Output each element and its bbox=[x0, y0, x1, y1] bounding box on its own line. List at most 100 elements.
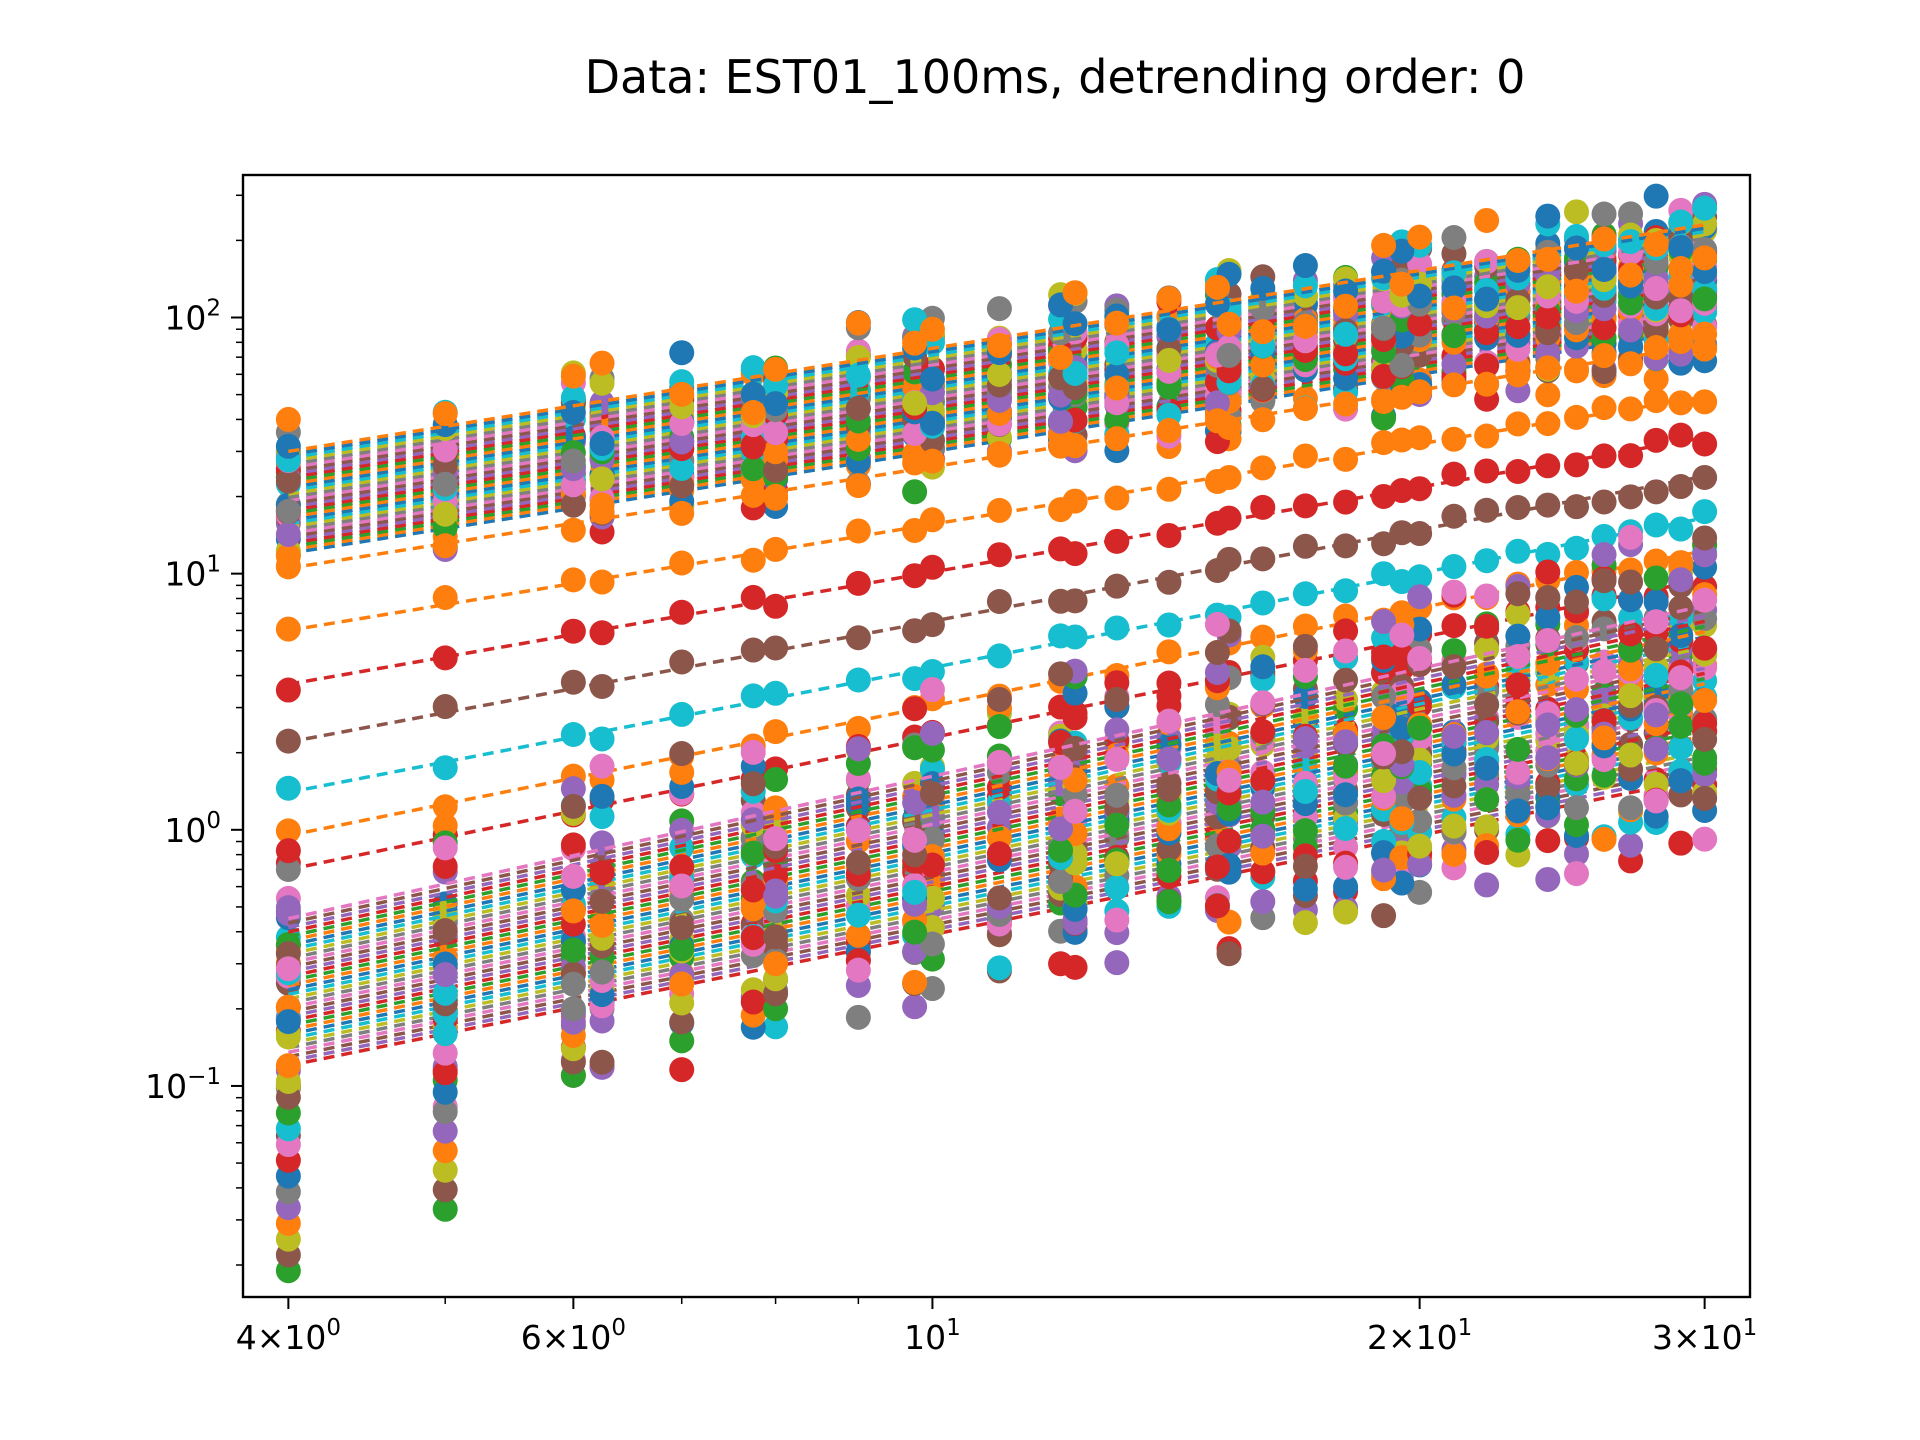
data-point bbox=[1333, 533, 1359, 559]
data-point bbox=[1591, 586, 1617, 612]
data-point bbox=[432, 962, 458, 988]
data-point bbox=[275, 895, 301, 921]
data-point bbox=[1333, 446, 1359, 472]
data-point bbox=[1441, 323, 1467, 349]
data-point bbox=[1371, 430, 1397, 456]
data-point bbox=[1535, 355, 1561, 381]
data-point bbox=[1505, 581, 1531, 607]
data-point bbox=[1407, 224, 1433, 250]
data-point bbox=[432, 1021, 458, 1047]
y-tick-label: 10−1 bbox=[145, 1064, 221, 1106]
data-point bbox=[740, 381, 766, 407]
data-point bbox=[1407, 584, 1433, 610]
data-point bbox=[1505, 798, 1531, 824]
data-point bbox=[1371, 363, 1397, 389]
fit-line bbox=[288, 226, 1705, 457]
data-point bbox=[1591, 315, 1617, 341]
data-point bbox=[1216, 546, 1242, 572]
data-point bbox=[1156, 569, 1182, 595]
fit-line bbox=[288, 314, 1705, 542]
data-point bbox=[1591, 542, 1617, 568]
fit-line bbox=[288, 236, 1705, 467]
data-point bbox=[1292, 818, 1318, 844]
data-point bbox=[1407, 851, 1433, 877]
data-point bbox=[1535, 712, 1561, 738]
data-point bbox=[275, 728, 301, 754]
data-point bbox=[1104, 340, 1130, 366]
data-point bbox=[1333, 899, 1359, 925]
fit-line bbox=[288, 395, 1705, 633]
data-point bbox=[589, 673, 615, 699]
data-point bbox=[669, 500, 695, 526]
data-point bbox=[432, 1060, 458, 1086]
data-point bbox=[1474, 636, 1500, 662]
fit-line bbox=[288, 723, 1705, 1023]
data-point bbox=[1474, 720, 1500, 746]
data-point bbox=[1505, 601, 1531, 627]
data-point bbox=[589, 860, 615, 886]
data-point bbox=[1441, 672, 1467, 698]
data-point bbox=[432, 1079, 458, 1105]
fit-line bbox=[287, 624, 1706, 939]
data-point bbox=[902, 696, 928, 722]
data-point bbox=[1643, 388, 1669, 414]
data-point bbox=[1591, 523, 1617, 549]
data-point bbox=[1591, 256, 1617, 282]
data-point bbox=[902, 479, 928, 505]
data-point bbox=[1535, 559, 1561, 585]
data-point bbox=[902, 919, 928, 945]
fit-line bbox=[288, 728, 1705, 1028]
data-point bbox=[1104, 485, 1130, 511]
data-point bbox=[1643, 636, 1669, 662]
data-point bbox=[1250, 789, 1276, 815]
data-point bbox=[740, 877, 766, 903]
data-point bbox=[1618, 484, 1644, 510]
data-point bbox=[1535, 203, 1561, 229]
data-point bbox=[919, 931, 945, 957]
data-point bbox=[1692, 726, 1718, 752]
fit-line bbox=[288, 263, 1705, 493]
data-point bbox=[1505, 623, 1531, 649]
fit-line bbox=[288, 435, 1705, 686]
data-point bbox=[1371, 531, 1397, 557]
data-point bbox=[1618, 524, 1644, 550]
data-point bbox=[275, 553, 301, 579]
data-point bbox=[432, 533, 458, 559]
data-point bbox=[1104, 812, 1130, 838]
data-point bbox=[1474, 353, 1500, 379]
data-point bbox=[1389, 739, 1415, 765]
data-point bbox=[1104, 875, 1130, 901]
data-point bbox=[1441, 275, 1467, 301]
data-point bbox=[1371, 315, 1397, 341]
data-point bbox=[1692, 336, 1718, 362]
data-point bbox=[1643, 609, 1669, 635]
data-point bbox=[1204, 274, 1230, 300]
data-point bbox=[986, 542, 1012, 568]
data-point bbox=[1104, 717, 1130, 743]
data-point bbox=[560, 448, 586, 474]
data-point bbox=[1333, 638, 1359, 664]
data-point bbox=[1389, 520, 1415, 546]
data-point bbox=[1692, 687, 1718, 713]
data-point bbox=[669, 381, 695, 407]
data-point bbox=[1250, 375, 1276, 401]
data-point bbox=[1563, 750, 1589, 776]
fit-line bbox=[288, 273, 1705, 503]
fit-line bbox=[288, 233, 1705, 464]
data-point bbox=[1692, 464, 1718, 490]
data-point bbox=[1104, 426, 1130, 452]
data-point bbox=[1692, 587, 1718, 613]
data-point bbox=[1591, 201, 1617, 227]
data-point bbox=[1371, 741, 1397, 767]
data-point bbox=[1250, 889, 1276, 915]
data-point bbox=[1535, 604, 1561, 630]
data-point bbox=[560, 937, 586, 963]
data-point bbox=[1292, 581, 1318, 607]
data-point bbox=[275, 498, 301, 524]
data-point bbox=[589, 499, 615, 525]
data-point bbox=[1292, 253, 1318, 279]
data-point bbox=[589, 1049, 615, 1075]
data-point bbox=[1371, 609, 1397, 635]
data-point bbox=[1389, 806, 1415, 832]
data-point bbox=[1441, 741, 1467, 767]
